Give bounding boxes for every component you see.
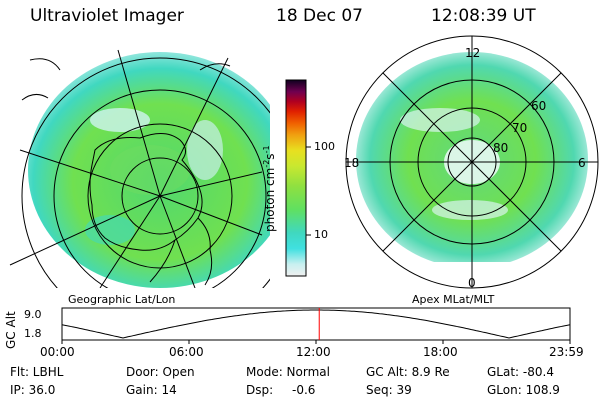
xtick-0000: 00:00 xyxy=(40,345,75,359)
mlt-label-12: 12 xyxy=(465,46,481,60)
altitude-curve xyxy=(61,309,571,339)
status-dsp: Dsp: xyxy=(246,383,274,397)
colorbar-unit-label: photon cm-2s-1 xyxy=(262,145,277,232)
status-flt: Flt: LBHL xyxy=(10,365,64,379)
magnetic-map xyxy=(345,35,599,289)
status-dsp-value: -0.6 xyxy=(292,383,316,397)
status-glat: GLat: -80.4 xyxy=(487,365,554,379)
mlt-label-18: 18 xyxy=(344,156,360,170)
mlat-label-60: 60 xyxy=(531,99,547,113)
mlt-label-0: 0 xyxy=(468,276,476,290)
status-door: Door: Open xyxy=(126,365,195,379)
time-label: 12:08:39 UT xyxy=(431,6,536,26)
status-ip: IP: 36.0 xyxy=(10,383,56,397)
status-seq: Seq: 39 xyxy=(366,383,412,397)
altitude-plot-frame xyxy=(61,307,571,341)
mlt-label-6: 6 xyxy=(578,156,586,170)
xtick-0600: 06:00 xyxy=(169,345,204,359)
geographic-caption: Geographic Lat/Lon xyxy=(68,293,176,306)
instrument-title: Ultraviolet Imager xyxy=(30,6,184,26)
xtick-1200: 12:00 xyxy=(296,345,331,359)
status-glon: GLon: 108.9 xyxy=(487,383,560,397)
mlat-label-80: 80 xyxy=(493,141,509,155)
colorbar-tick-100: 100 xyxy=(314,140,335,153)
altitude-ytick-top: 9.0 xyxy=(24,308,42,321)
colorbar-scale xyxy=(285,79,307,277)
geographic-map xyxy=(9,49,270,288)
status-mode: Mode: Normal xyxy=(246,365,330,379)
altitude-ytick-bottom: 1.8 xyxy=(24,327,42,340)
colorbar xyxy=(285,79,311,277)
xtick-1800: 18:00 xyxy=(423,345,458,359)
altitude-ylabel: GC Alt xyxy=(4,311,18,349)
altitude-plot xyxy=(61,307,571,344)
mlat-label-70: 70 xyxy=(512,121,528,135)
status-gain: Gain: 14 xyxy=(126,383,177,397)
xtick-2359: 23:59 xyxy=(549,345,584,359)
colorbar-tick-10: 10 xyxy=(314,228,328,241)
status-gcalt: GC Alt: 8.9 Re xyxy=(366,365,450,379)
date-label: 18 Dec 07 xyxy=(276,6,363,26)
apex-caption: Apex MLat/MLT xyxy=(412,293,495,306)
